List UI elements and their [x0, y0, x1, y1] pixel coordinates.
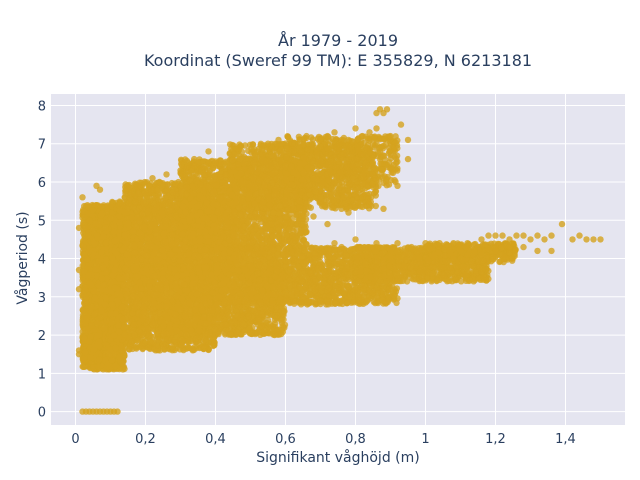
data-point [80, 290, 87, 298]
data-point [81, 348, 89, 356]
data-point [111, 362, 119, 370]
data-point [94, 341, 101, 349]
data-point [100, 282, 107, 289]
data-point [79, 277, 86, 284]
data-point [88, 303, 95, 311]
data-point [102, 224, 109, 231]
data-point [98, 275, 106, 282]
data-point [188, 345, 196, 353]
data-point [91, 311, 98, 318]
data-point [94, 332, 102, 339]
data-point [108, 357, 116, 364]
data-point [80, 208, 87, 215]
data-point [81, 251, 88, 258]
data-point [86, 217, 94, 224]
data-point [82, 299, 89, 306]
data-point [79, 307, 87, 314]
data-point [91, 294, 99, 302]
data-point [88, 322, 95, 329]
data-point [85, 272, 92, 279]
data-point [93, 232, 101, 239]
data-point [125, 346, 132, 353]
data-point [95, 356, 103, 363]
data-point [97, 218, 104, 225]
data-point [98, 210, 106, 217]
data-point [87, 354, 94, 361]
data-point [82, 320, 89, 327]
data-point [98, 249, 105, 256]
data-point [97, 297, 104, 305]
data-point [100, 324, 108, 332]
data-point [97, 203, 105, 210]
data-point [103, 256, 110, 263]
data-point [80, 355, 87, 363]
data-point [119, 360, 126, 367]
data-point [100, 233, 107, 240]
data-point [102, 239, 110, 247]
scatter-points [75, 106, 604, 415]
data-point [85, 232, 92, 239]
data-point [92, 266, 99, 273]
data-point [98, 307, 105, 315]
data-point [86, 338, 93, 345]
data-point [108, 279, 115, 286]
